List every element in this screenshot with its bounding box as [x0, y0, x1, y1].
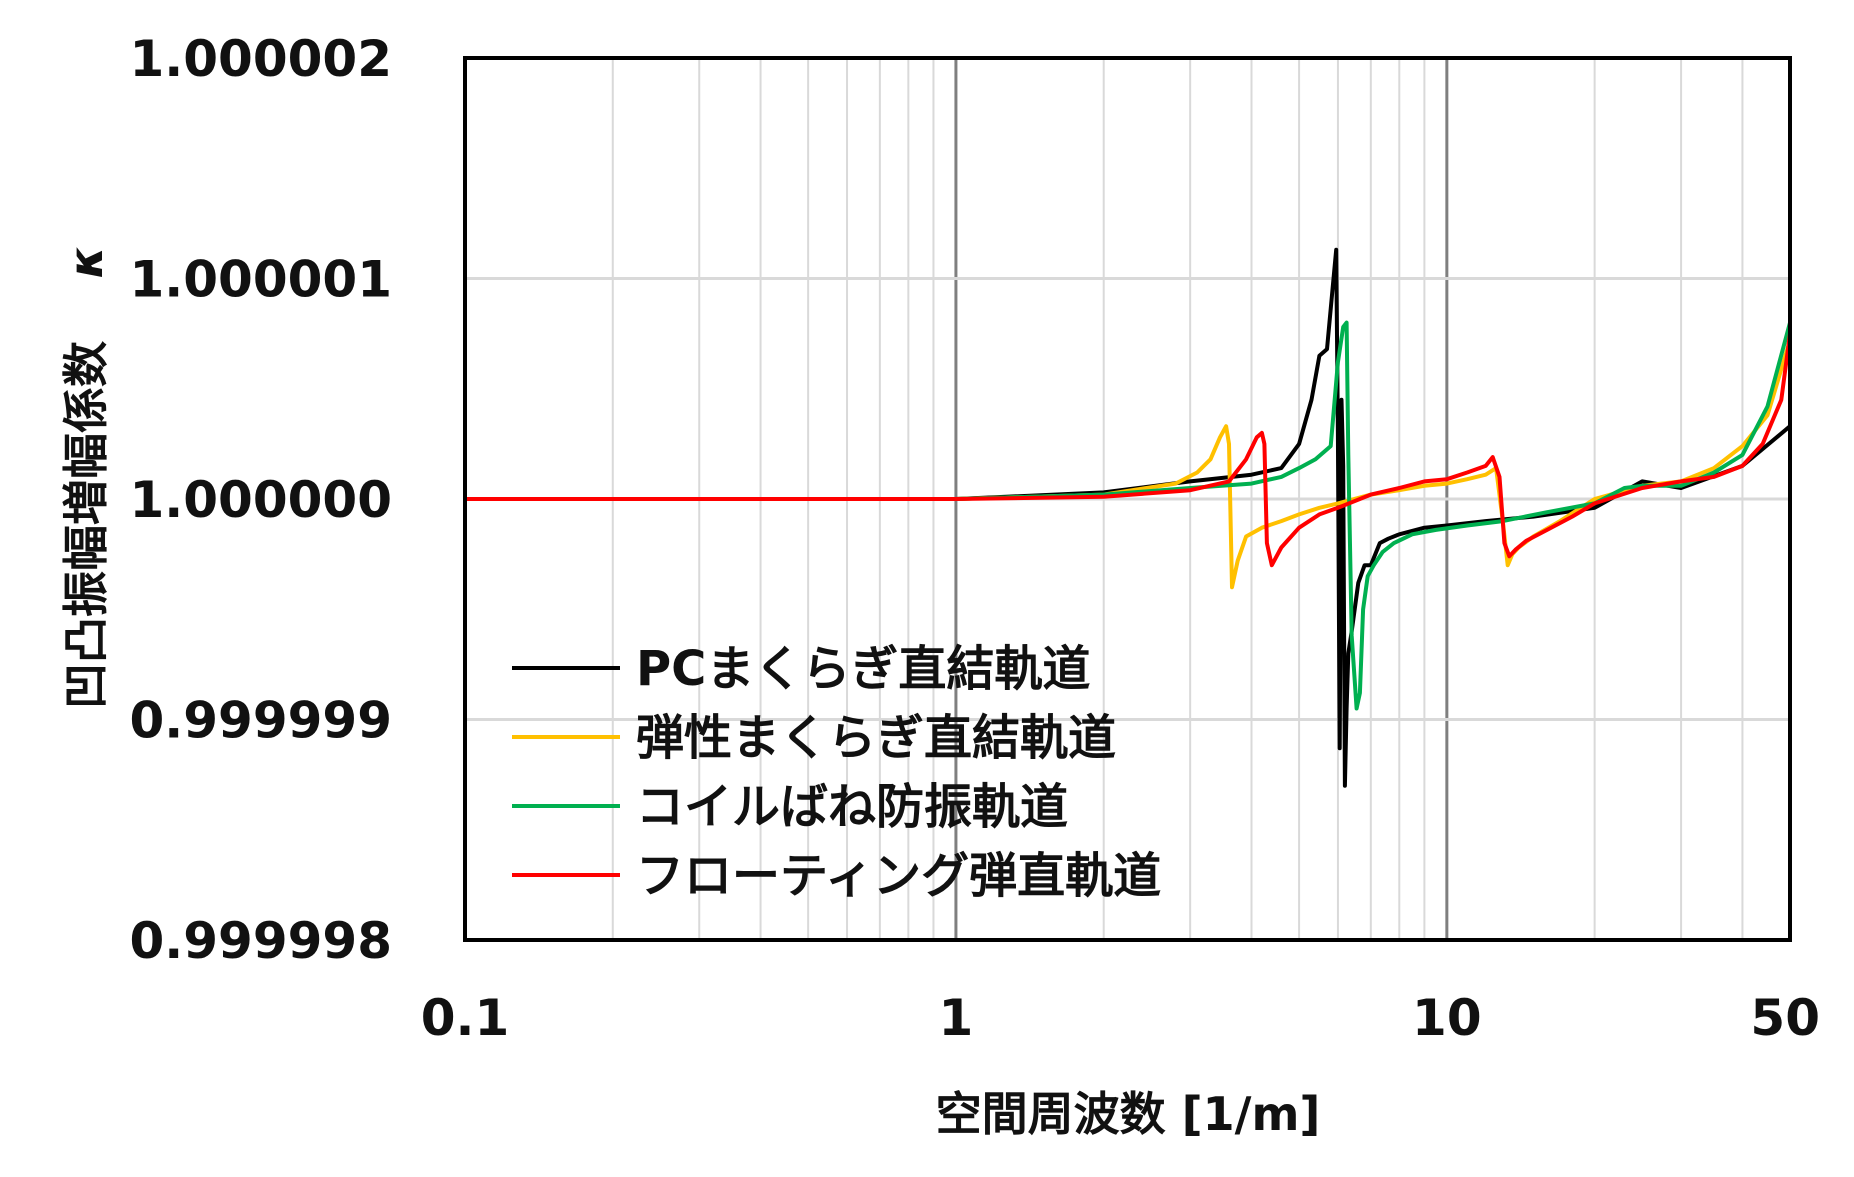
x-tick-label: 10: [1412, 989, 1482, 1047]
y-tick-label: 1.000001: [129, 251, 392, 309]
series-line-2: [465, 320, 1792, 711]
x-tick-labels: 0.1 1 10 50: [421, 989, 1820, 1047]
series-line-3: [465, 333, 1792, 568]
y-axis-title-group: 凹凸振幅増幅係数 κ: [59, 246, 113, 709]
x-tick-label: 0.1: [421, 989, 510, 1047]
legend-label-0: PCまくらぎ直結軌道: [636, 641, 1090, 697]
y-tick-label: 0.999999: [129, 692, 392, 750]
x-axis-title: 空間周波数 [1/m]: [936, 1087, 1321, 1141]
legend-label-1: 弾性まくらぎ直結軌道: [636, 710, 1116, 766]
legend-label-3: フローティング弾直軌道: [636, 848, 1161, 904]
y-tick-labels: 0.999998 0.999999 1.000000 1.000001 1.000002: [129, 30, 392, 970]
plot-frame: [463, 56, 1792, 942]
series-line-1: [465, 339, 1792, 590]
y-tick-label: 1.000002: [129, 30, 392, 88]
x-tick-label: 1: [939, 989, 974, 1047]
series-layer: [465, 247, 1792, 788]
y-axis-symbol: κ: [59, 246, 113, 279]
legend-label-2: コイルばね防振軌道: [636, 779, 1068, 835]
x-tick-label: 50: [1750, 989, 1820, 1047]
y-axis-title: 凹凸振幅増幅係数: [59, 341, 113, 709]
y-tick-label: 0.999998: [129, 912, 392, 970]
y-tick-label: 1.000000: [129, 471, 392, 529]
